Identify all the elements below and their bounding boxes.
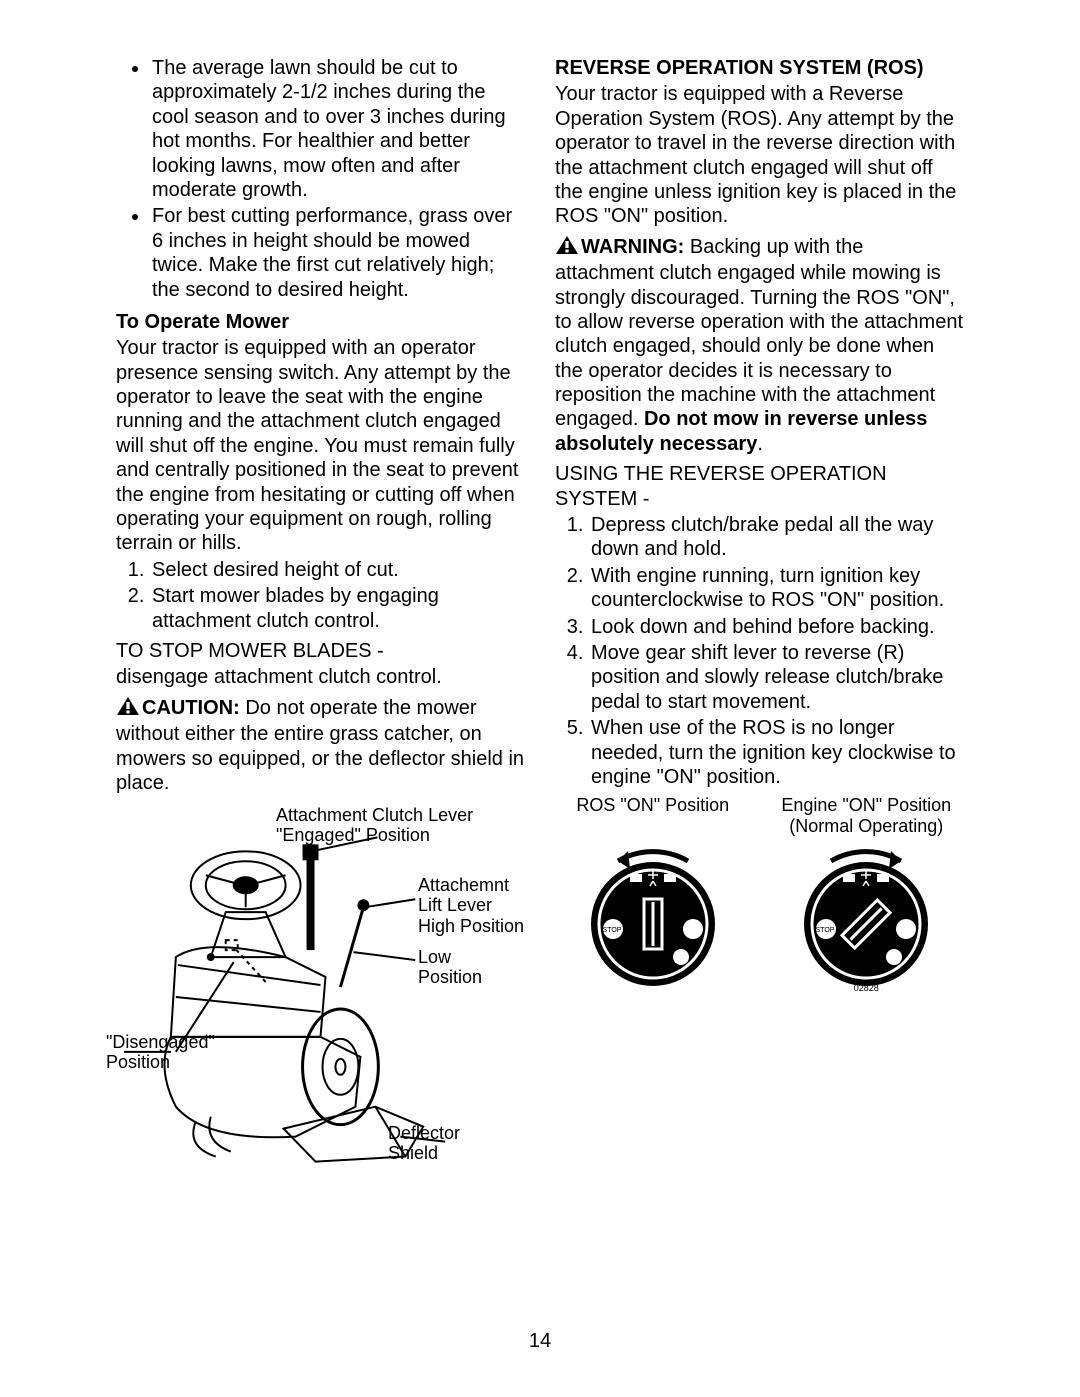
- using-ros-heading: USING THE REVERSE OPERATION SYSTEM -: [555, 462, 964, 511]
- step-item: Move gear shift lever to reverse (R) pos…: [589, 641, 964, 714]
- ignition-part-id: 02828: [769, 983, 965, 994]
- warning-block: WARNING: Backing up with the attachment …: [555, 235, 964, 457]
- operate-mower-paragraph: Your tractor is equipped with an operato…: [116, 336, 525, 556]
- ignition-engine-on-col: Engine "ON" Position (Normal Operating): [769, 795, 965, 994]
- warning-icon: [555, 235, 579, 261]
- caution-block: CAUTION: Do not operate the mower withou…: [116, 696, 525, 796]
- warning-label: WARNING:: [581, 236, 684, 258]
- step-item: When use of the ROS is no longer needed,…: [589, 716, 964, 789]
- step-item: Select desired height of cut.: [150, 558, 525, 582]
- ignition-engine-on-icon: STOP: [791, 839, 941, 989]
- ignition-engine-on-label: Engine "ON" Position (Normal Operating): [769, 795, 965, 839]
- ignition-engine-on-label-b: (Normal Operating): [789, 816, 943, 836]
- operate-mower-heading: To Operate Mower: [116, 310, 525, 334]
- diagram-label-lift-lever: Attachemnt Lift Lever High Position: [418, 875, 528, 935]
- cutting-tips-list: The average lawn should be cut to approx…: [116, 56, 525, 302]
- svg-text:STOP: STOP: [602, 927, 621, 934]
- ignition-ros-on-icon: STOP: [578, 839, 728, 989]
- step-item: Look down and behind before backing.: [589, 615, 964, 639]
- warning-period: .: [757, 433, 763, 455]
- right-column: REVERSE OPERATION SYSTEM (ROS) Your trac…: [555, 56, 964, 1167]
- tractor-diagram: Attachment Clutch Lever "Engaged" Positi…: [116, 807, 525, 1167]
- ignition-diagrams-row: ROS "ON" Position STOP: [555, 795, 964, 994]
- ignition-ros-on-col: ROS "ON" Position STOP: [555, 795, 751, 994]
- ros-paragraph: Your tractor is equipped with a Reverse …: [555, 82, 964, 228]
- ignition-ros-on-label: ROS "ON" Position: [555, 795, 751, 839]
- step-item: With engine running, turn ignition key c…: [589, 564, 964, 613]
- bullet-item: For best cutting performance, grass over…: [150, 204, 525, 302]
- svg-text:STOP: STOP: [816, 927, 835, 934]
- diagram-label-low-position: Low Position: [418, 947, 518, 987]
- diagram-label-deflector: Deflector Shield: [388, 1123, 488, 1163]
- warning-body: Backing up with the attachment clutch en…: [555, 236, 963, 431]
- diagram-label-clutch-lever: Attachment Clutch Lever "Engaged" Positi…: [276, 805, 516, 845]
- left-column: The average lawn should be cut to approx…: [116, 56, 525, 1167]
- caution-icon: [116, 696, 140, 722]
- step-item: Start mower blades by engaging attachmen…: [150, 584, 525, 633]
- operate-steps-list: Select desired height of cut. Start mowe…: [116, 558, 525, 633]
- bullet-item: The average lawn should be cut to approx…: [150, 56, 525, 202]
- using-ros-steps: Depress clutch/brake pedal all the way d…: [555, 513, 964, 789]
- caution-label: CAUTION:: [142, 697, 240, 719]
- ros-heading: REVERSE OPERATION SYSTEM (ROS): [555, 56, 964, 80]
- diagram-label-disengaged: "Disengaged" Position: [106, 1032, 226, 1072]
- stop-blades-paragraph: disengage attachment clutch control.: [116, 665, 525, 689]
- stop-blades-heading: TO STOP MOWER BLADES -: [116, 639, 525, 663]
- ignition-engine-on-label-a: Engine "ON" Position: [781, 795, 951, 815]
- page-number: 14: [0, 1329, 1080, 1353]
- step-item: Depress clutch/brake pedal all the way d…: [589, 513, 964, 562]
